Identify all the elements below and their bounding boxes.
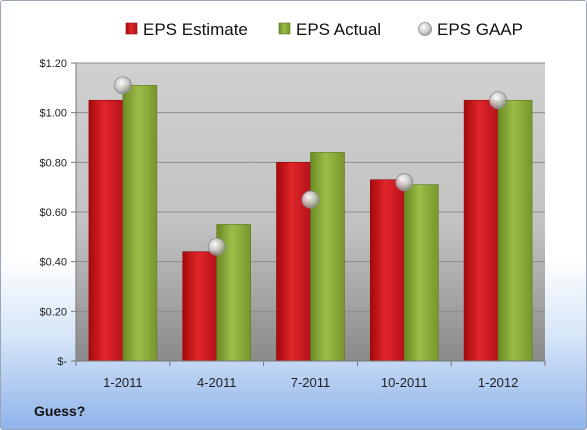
marker-eps-gaap bbox=[489, 91, 508, 110]
marker-eps-gaap bbox=[301, 190, 320, 209]
y-tick-label: $- bbox=[57, 356, 67, 368]
marker-eps-gaap bbox=[114, 76, 132, 95]
y-axis: $- $0.20 $0.40 $0.60 $0.80 $1.00 $1.20 bbox=[39, 58, 77, 368]
y-tick-label: $1.00 bbox=[39, 108, 67, 120]
bars bbox=[88, 85, 533, 362]
x-tick-label: 10-2011 bbox=[381, 375, 428, 390]
bar-eps-estimate bbox=[88, 99, 124, 362]
legend-item-eps-estimate: EPS Estimate bbox=[125, 20, 248, 39]
x-axis: 1-2011 4-2011 7-2011 10-2011 1-2012 bbox=[75, 360, 546, 390]
bar-eps-estimate bbox=[276, 162, 311, 362]
bar-eps-estimate bbox=[463, 99, 499, 362]
bar-eps-actual bbox=[122, 85, 158, 362]
bar-eps-actual bbox=[497, 99, 533, 362]
footer-note: Guess? bbox=[34, 403, 86, 419]
x-tick-label: 1-2012 bbox=[478, 375, 518, 390]
x-tick-label: 1-2011 bbox=[103, 375, 143, 390]
y-tick-label: $0.20 bbox=[39, 306, 67, 318]
legend-label: EPS Estimate bbox=[143, 20, 248, 39]
marker-eps-gaap bbox=[207, 237, 226, 256]
legend-label: EPS Actual bbox=[296, 20, 381, 39]
y-tick-label: $0.40 bbox=[39, 257, 67, 269]
y-tick-label: $0.80 bbox=[39, 157, 67, 169]
bar-eps-actual bbox=[403, 184, 439, 362]
x-tick-label: 7-2011 bbox=[291, 375, 331, 390]
legend-item-eps-gaap: EPS GAAP bbox=[418, 20, 523, 39]
y-tick-label: $1.20 bbox=[39, 58, 67, 70]
legend-swatch bbox=[418, 22, 432, 36]
legend: EPS Estimate EPS Actual EPS GAAP bbox=[125, 20, 523, 39]
legend-item-eps-actual: EPS Actual bbox=[278, 20, 381, 39]
y-tick-label: $0.60 bbox=[39, 207, 67, 219]
bar-eps-actual bbox=[310, 152, 345, 362]
legend-swatch bbox=[278, 22, 291, 35]
legend-label: EPS GAAP bbox=[437, 20, 523, 39]
marker-eps-gaap bbox=[395, 173, 414, 192]
bar-eps-estimate bbox=[182, 251, 217, 362]
x-tick-label: 4-2011 bbox=[197, 375, 237, 390]
gaap-markers bbox=[114, 76, 508, 256]
legend-swatch bbox=[125, 22, 138, 35]
bar-eps-estimate bbox=[369, 179, 405, 362]
